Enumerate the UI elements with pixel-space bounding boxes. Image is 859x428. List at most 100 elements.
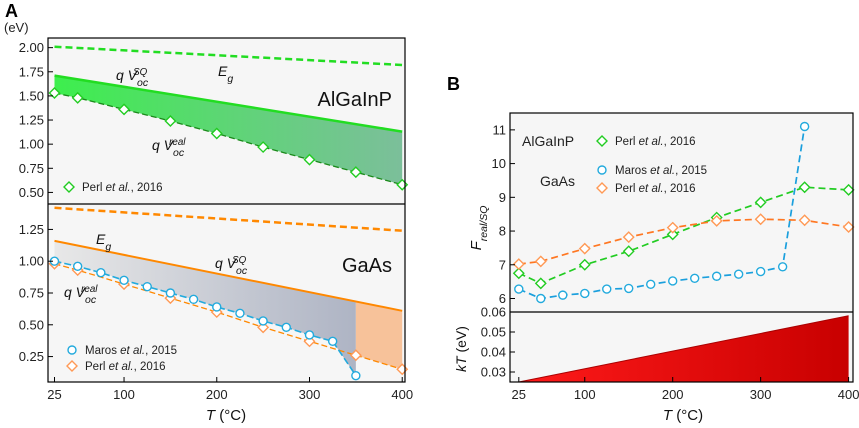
b-legend-label: Maros et al., 2015	[615, 165, 707, 177]
a-top-ytick-label: 2.00	[19, 40, 44, 55]
series-perl-algainp-point	[534, 277, 547, 290]
b-bot-xtick-label: 100	[574, 387, 596, 402]
data-point-perl-algainp	[71, 91, 84, 104]
a-bot-xtick-label: 100	[113, 387, 135, 402]
b-label-gaas: GaAs	[540, 173, 575, 189]
chart-a-top: Eg q VocSQ q Vocreal AlGaInP Perl et al., 20…	[4, 20, 409, 204]
data-point-maros	[142, 281, 152, 292]
a-bot-xtick-label: 25	[47, 387, 61, 402]
panel-b-letter: B	[447, 74, 460, 94]
a-top-legend-marker	[63, 181, 75, 193]
b-bot-ytick-label: 0.06	[481, 305, 506, 320]
chart-a: Eg q VocSQ q Vocreal AlGaInP Perl et al., 20…	[4, 20, 413, 424]
series-perl-gaas-point	[534, 255, 547, 268]
a-bot-ytick-label: 1.00	[19, 254, 44, 269]
a-bot-legend-label: Perl et al., 2016	[85, 361, 166, 373]
loss-area	[54, 75, 403, 185]
series-maros-point	[536, 293, 546, 304]
b-bot-xtick-label: 300	[750, 387, 772, 402]
voc-sq-line-gaas	[54, 239, 403, 312]
voc-real-label-gaas: q Vocreal	[64, 284, 98, 307]
b-bot-ytick-label: 0.04	[481, 345, 506, 360]
data-point-maros	[235, 308, 245, 319]
data-point-maros	[188, 294, 199, 305]
a-frame	[47, 37, 406, 383]
series-maros-point	[514, 284, 524, 294]
b-top-ytick-label: 8	[499, 224, 506, 239]
data-point-maros	[281, 322, 292, 333]
eg-label-gaas: Eg	[96, 231, 111, 253]
b-bot-ytick-label: 0.05	[481, 325, 506, 340]
series-maros-point	[689, 273, 700, 283]
b-bot-ytick-label: 0.03	[481, 365, 506, 380]
kt-line	[518, 315, 849, 383]
b-top-ytick-label: 11	[493, 122, 507, 137]
data-point-perl-algainp	[210, 127, 223, 140]
a-top-ytick-label: 1.75	[19, 64, 44, 79]
a-top-ytick-label: 1.25	[19, 113, 44, 128]
data-point-perl-algainp	[164, 115, 177, 127]
b-bot-xtick-label: 25	[512, 387, 526, 402]
data-point-maros	[96, 267, 106, 278]
b-legend-marker	[596, 135, 608, 147]
a-bot-xtick-label: 300	[299, 387, 321, 402]
data-point-maros	[258, 316, 268, 326]
b-top-ytick-label: 9	[499, 190, 506, 205]
a-ylabel: (eV)	[4, 20, 29, 35]
voc-sq-line	[54, 74, 403, 133]
series-perl-algainp-point	[622, 245, 635, 258]
series-perl-gaas-point	[754, 213, 767, 226]
chart-b-bottom: 0.03 0.04 0.05 0.06 25 100 200 300 400 kT (eV) T (…	[453, 305, 859, 425]
a-bot-ytick-label: 1.25	[19, 222, 44, 237]
series-maros-point	[777, 262, 788, 272]
series-maros-point	[558, 290, 568, 300]
chart-b-top: AlGaInP GaAs Perl et al., 2016 Maros et al.…	[468, 113, 855, 312]
series-perl-gaas-point	[666, 221, 679, 234]
loss-area-gaas	[54, 240, 356, 376]
voc-sq-label: q VocSQ	[116, 67, 149, 90]
series-perl-gaas-point	[842, 221, 855, 233]
loss-area-gaas-orange	[355, 301, 403, 370]
a-top-ytick-label: 1.00	[19, 137, 44, 152]
series-perl-gaas-point	[578, 242, 591, 255]
material-label-gaas: GaAs	[342, 255, 392, 277]
a-xlabel: T (°C)	[206, 407, 246, 424]
b-top-ytick-label: 7	[499, 257, 506, 272]
chart-b: AlGaInP GaAs Perl et al., 2016 Maros et al.…	[453, 112, 859, 425]
series-maros-point	[668, 276, 678, 286]
b-xlabel: T (°C)	[663, 407, 703, 424]
b-legend-marker	[596, 182, 608, 194]
data-point-maros	[304, 330, 315, 340]
series-perl-gaas-point	[622, 231, 635, 244]
data-point-perl-algainp	[349, 166, 362, 179]
series-maros-point	[711, 271, 722, 281]
data-point-perl-algainp	[303, 153, 316, 166]
series-maros-point	[624, 283, 634, 294]
material-label-algainp: AlGaInP	[318, 89, 392, 111]
series-maros-point	[733, 269, 744, 279]
series-maros-point	[580, 288, 590, 299]
series-perl-algainp-point	[512, 267, 525, 280]
b-frame	[509, 112, 854, 383]
data-point-maros	[212, 302, 222, 312]
b-bot-xtick-label: 200	[662, 387, 684, 402]
data-point-perl-algainp	[118, 103, 131, 116]
series-perl-algainp-point	[798, 181, 811, 194]
a-top-ytick-label: 1.50	[19, 88, 44, 103]
data-point-perl-algainp	[257, 141, 270, 154]
a-bot-legend-marker	[67, 345, 77, 355]
b-top-ytick-label: 6	[499, 291, 506, 306]
data-point-maros	[119, 275, 129, 285]
panel-a-letter: A	[5, 1, 18, 21]
eg-line	[54, 45, 403, 67]
a-top-ytick-label: 0.50	[19, 185, 44, 200]
b-legend-marker	[597, 165, 607, 175]
series-maros-point	[755, 266, 766, 277]
a-bot-ytick-label: 0.50	[19, 317, 44, 332]
a-top-legend-label: Perl et al., 2016	[82, 182, 163, 194]
data-point-maros	[351, 370, 361, 381]
b-bot-ylabel: kT (eV)	[453, 326, 469, 372]
series-maros-point	[799, 121, 810, 132]
b-top-ytick-label: 10	[492, 156, 506, 171]
series-maros-point	[646, 279, 656, 290]
